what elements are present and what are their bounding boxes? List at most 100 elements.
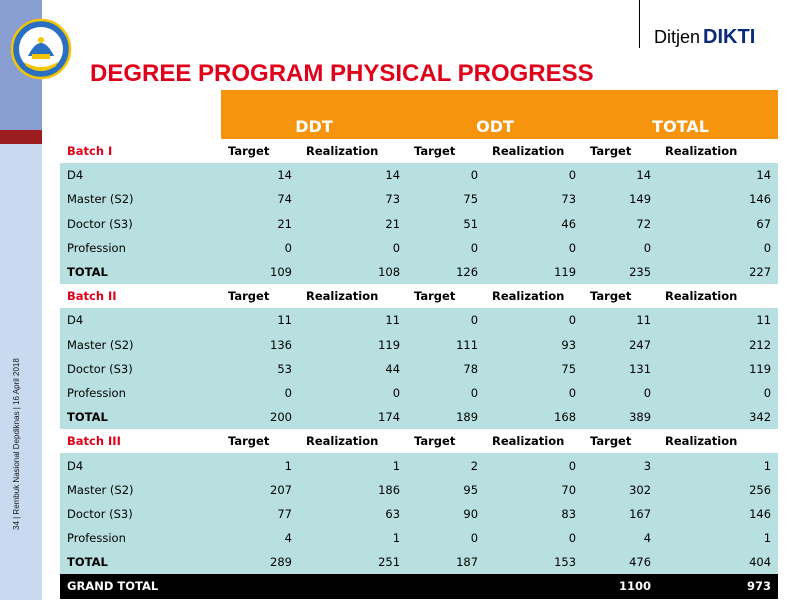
row-label: Doctor (S3) (60, 211, 221, 236)
cell-value: 289 (221, 550, 299, 575)
cell-value: 131 (583, 356, 659, 381)
cell-value: 73 (299, 187, 408, 212)
cell-value: 0 (221, 235, 299, 260)
batch-header-row: Batch III Target Realization Target Realizat… (60, 429, 779, 454)
column-header-target: Target (407, 284, 486, 309)
cell-value: 77 (221, 501, 299, 526)
column-header-realization: Realization (485, 429, 584, 454)
table-row: Profession 0 0 0 0 0 0 (60, 380, 779, 406)
cell-value: 75 (407, 187, 486, 212)
cell-value: 0 (407, 235, 486, 260)
table-row: Master (S2) 207 186 95 70 302 256 (60, 477, 779, 502)
cell-value: 93 (485, 332, 584, 357)
cell-value: 63 (299, 501, 408, 526)
cell-value: 53 (221, 356, 299, 381)
grand-total-row: GRAND TOTAL 1100 973 (60, 574, 779, 599)
cell-value: 4 (583, 526, 659, 551)
cell-value: 0 (407, 526, 486, 551)
grand-total-realization: 973 (658, 574, 779, 599)
table-row: Doctor (S3) 77 63 90 83 167 146 (60, 501, 779, 526)
cell-value: 0 (485, 308, 584, 333)
column-header-target: Target (407, 139, 486, 164)
cell-value: 136 (221, 332, 299, 357)
cell-value: 247 (583, 332, 659, 357)
cell-value: 146 (658, 187, 779, 212)
cell-value: 146 (658, 501, 779, 526)
cell-value: 200 (221, 405, 299, 430)
table-row: Doctor (S3) 53 44 78 75 131 119 (60, 356, 779, 381)
cell-value: 0 (485, 163, 584, 188)
column-header-realization: Realization (658, 139, 779, 164)
grand-total-target: 1100 (583, 574, 659, 599)
row-label: D4 (60, 453, 221, 478)
cell-value: 0 (658, 380, 779, 406)
cell-value: 14 (299, 163, 408, 188)
column-header-realization: Realization (299, 284, 408, 309)
cell-value: 0 (407, 163, 486, 188)
side-strip (0, 0, 42, 600)
cell-value: 212 (658, 332, 779, 357)
cell-value: 0 (407, 308, 486, 333)
cell-value: 11 (299, 308, 408, 333)
cell-value: 256 (658, 477, 779, 502)
batch-header-row: Batch II Target Realization Target Realizati… (60, 284, 779, 309)
column-header-realization: Realization (658, 429, 779, 454)
cell-value: 73 (485, 187, 584, 212)
cell-value: 83 (485, 501, 584, 526)
cell-value: 126 (407, 259, 486, 285)
cell-value: 44 (299, 356, 408, 381)
cell-value: 1 (658, 526, 779, 551)
cell-value: 168 (485, 405, 584, 430)
column-header-realization: Realization (658, 284, 779, 309)
cell-value: 46 (485, 211, 584, 236)
row-label: Profession (60, 235, 221, 260)
progress-table: DDT ODT TOTAL Batch I Target Realization Ta… (60, 90, 779, 599)
cell-value: 95 (407, 477, 486, 502)
column-header-realization: Realization (485, 284, 584, 309)
cell-value: 78 (407, 356, 486, 381)
cell-value: 90 (407, 501, 486, 526)
cell-value: 51 (407, 211, 486, 236)
column-header-realization: Realization (299, 139, 408, 164)
cell-value: 149 (583, 187, 659, 212)
cell-value: 0 (221, 380, 299, 406)
brand-name: DIKTI (703, 26, 756, 48)
cell-value: 14 (583, 163, 659, 188)
group-header-total: TOTAL (583, 90, 779, 139)
column-header-realization: Realization (299, 429, 408, 454)
cell-value: 174 (299, 405, 408, 430)
batch-header-row: Batch I Target Realization Target Realizatio… (60, 139, 779, 164)
row-label: Profession (60, 526, 221, 551)
cell-value: 404 (658, 550, 779, 575)
cell-value: 70 (485, 477, 584, 502)
row-label: TOTAL (60, 405, 221, 430)
cell-value: 0 (407, 380, 486, 406)
cell-value: 1 (299, 526, 408, 551)
batch-name: Batch I (60, 139, 221, 164)
cell-value: 0 (485, 453, 584, 478)
cell-value: 108 (299, 259, 408, 285)
column-header-target: Target (221, 139, 299, 164)
table-row: Profession 0 0 0 0 0 0 (60, 235, 779, 260)
brand: Ditjen DIKTI (654, 26, 755, 49)
row-label: D4 (60, 308, 221, 333)
table-row: Profession 4 1 0 0 4 1 (60, 526, 779, 551)
cell-value: 389 (583, 405, 659, 430)
cell-value: 75 (485, 356, 584, 381)
row-label: Doctor (S3) (60, 501, 221, 526)
cell-value: 0 (299, 235, 408, 260)
table-row: D4 14 14 0 0 14 14 (60, 163, 779, 188)
column-header-target: Target (583, 284, 659, 309)
cell-value: 1 (658, 453, 779, 478)
table-row: D4 11 11 0 0 11 11 (60, 308, 779, 333)
cell-value: 235 (583, 259, 659, 285)
cell-value: 227 (658, 259, 779, 285)
cell-value: 21 (221, 211, 299, 236)
cell-value: 0 (658, 235, 779, 260)
cell-value: 251 (299, 550, 408, 575)
cell-value: 342 (658, 405, 779, 430)
cell-value: 0 (299, 380, 408, 406)
table-row: D4 1 1 2 0 3 1 (60, 453, 779, 478)
cell-value: 119 (485, 259, 584, 285)
row-label: Doctor (S3) (60, 356, 221, 381)
